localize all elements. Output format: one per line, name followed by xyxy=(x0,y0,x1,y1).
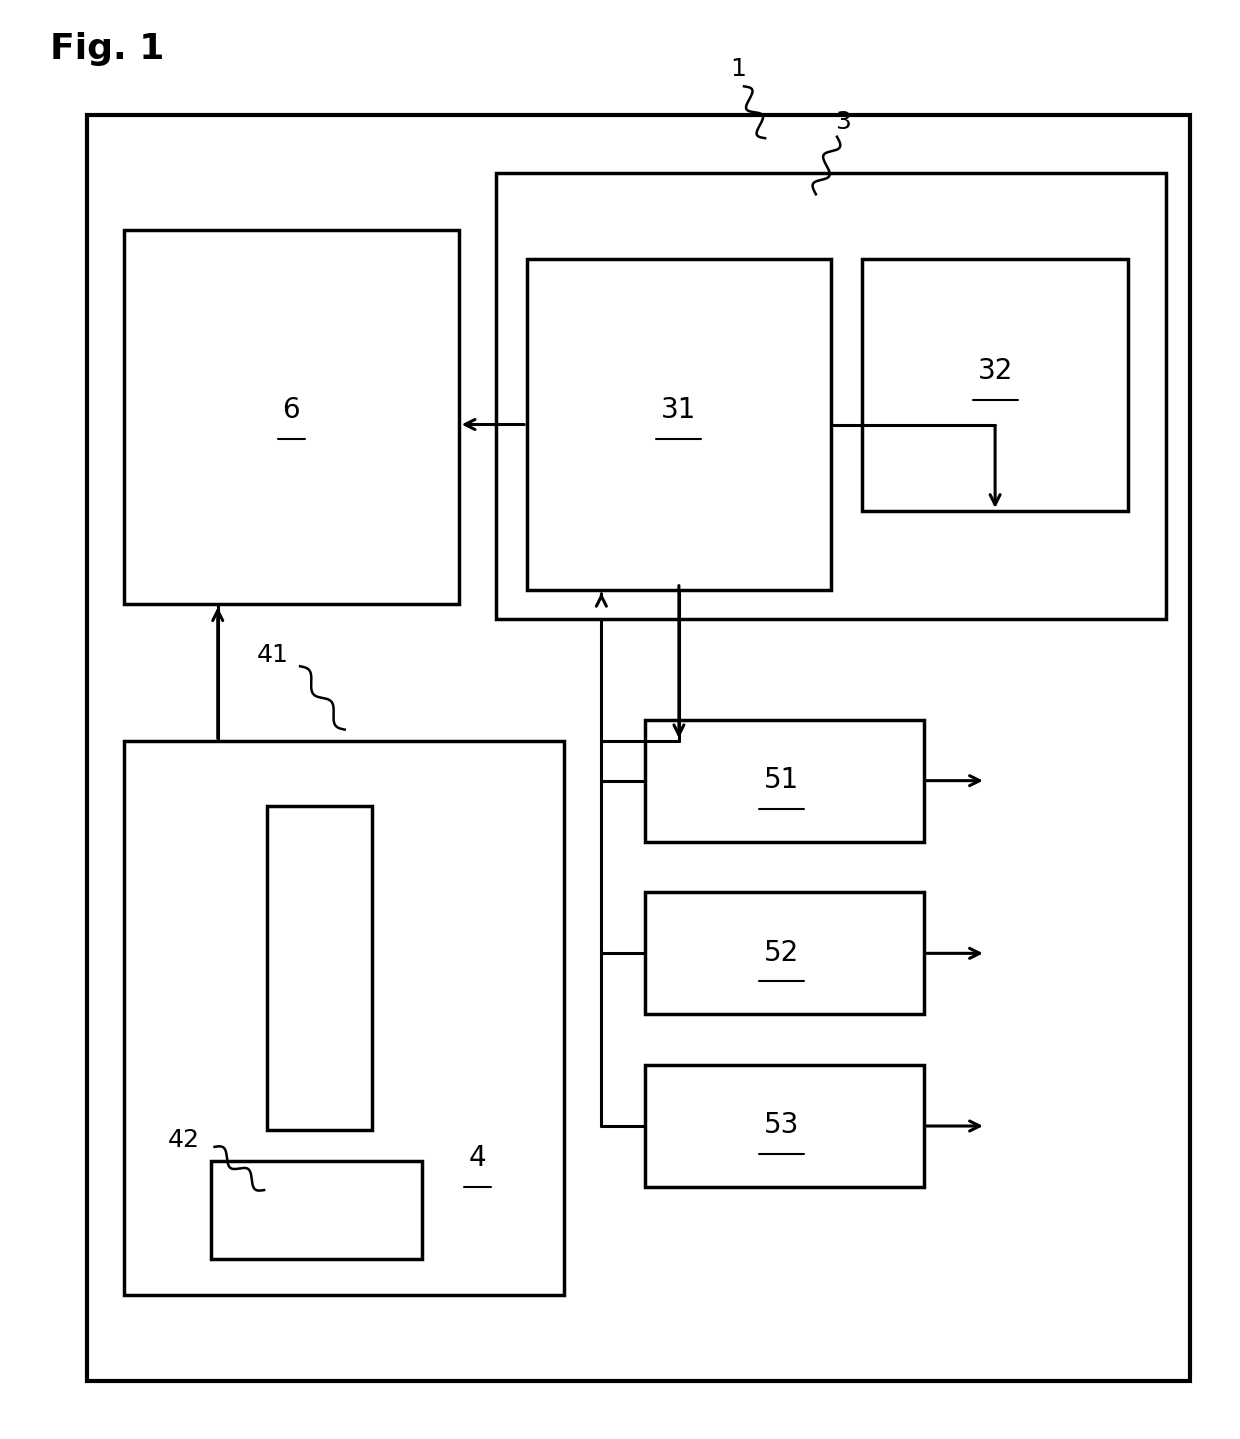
Text: Fig. 1: Fig. 1 xyxy=(50,32,164,66)
Text: 31: 31 xyxy=(661,396,696,425)
Bar xyxy=(87,115,1190,1381)
Bar xyxy=(496,173,1166,619)
Text: 42: 42 xyxy=(167,1128,200,1151)
Text: 1: 1 xyxy=(730,58,745,81)
Bar xyxy=(527,259,831,590)
Text: 41: 41 xyxy=(257,643,289,666)
Bar xyxy=(267,806,372,1130)
Text: 51: 51 xyxy=(764,766,799,794)
Bar xyxy=(862,259,1128,511)
Text: 52: 52 xyxy=(764,938,799,967)
Text: 4: 4 xyxy=(469,1144,486,1173)
Bar xyxy=(124,230,459,604)
Text: 53: 53 xyxy=(764,1111,799,1140)
Text: 6: 6 xyxy=(283,396,300,425)
Text: 3: 3 xyxy=(836,111,851,134)
Bar xyxy=(645,1065,924,1187)
Bar xyxy=(211,1161,422,1259)
Bar xyxy=(124,741,564,1295)
Bar xyxy=(645,892,924,1014)
Bar xyxy=(645,720,924,842)
Text: 32: 32 xyxy=(978,357,1013,386)
